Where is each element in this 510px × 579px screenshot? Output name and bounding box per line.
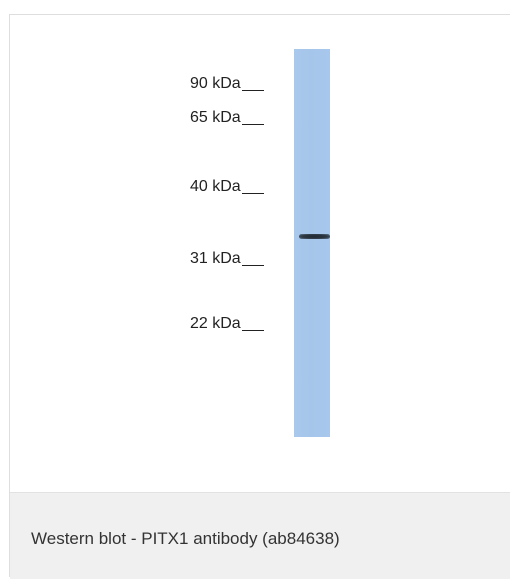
marker-label: 31 kDa [190,250,241,267]
caption-bar: Western blot - PITX1 antibody (ab84638) [10,492,510,579]
marker-label: 22 kDa [190,315,241,332]
marker-40kda: 40 kDa [190,178,300,196]
marker-tick [241,123,264,125]
marker-65kda: 65 kDa [190,109,300,127]
western-blot-image: 90 kDa 65 kDa 40 kDa 31 kDa 22 kDa [10,15,510,492]
marker-tick [241,264,264,266]
marker-label: 65 kDa [190,109,241,126]
marker-tick [241,329,264,331]
figure-card: 90 kDa 65 kDa 40 kDa 31 kDa 22 kDa Weste… [9,14,510,579]
marker-22kda: 22 kDa [190,315,300,333]
figure-caption: Western blot - PITX1 antibody (ab84638) [31,529,340,548]
blot-band [299,234,330,239]
marker-31kda: 31 kDa [190,250,300,268]
marker-label: 90 kDa [190,75,241,92]
marker-90kda: 90 kDa [190,75,300,93]
marker-tick [241,192,264,194]
blot-lane [294,49,330,437]
marker-tick [241,89,264,91]
marker-label: 40 kDa [190,178,241,195]
